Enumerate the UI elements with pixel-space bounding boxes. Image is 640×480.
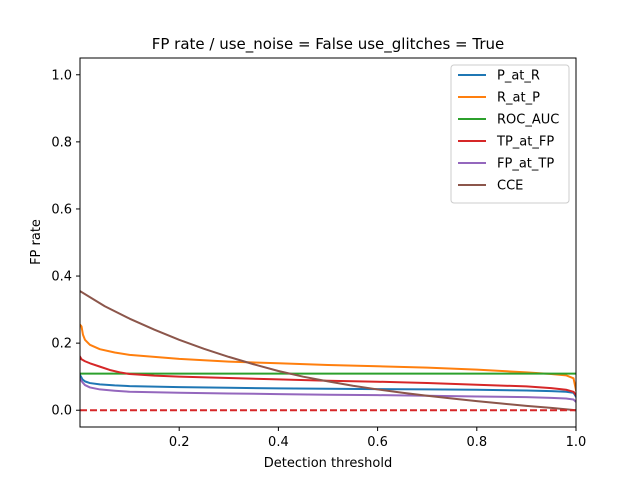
legend-label-fp-at-tp: FP_at_TP [497,157,554,172]
y-tick-label: 0.4 [51,270,72,285]
x-tick-label: 1.0 [566,435,587,450]
legend-box [450,64,570,204]
legend-label-tp-at-fp: TP_at_FP [496,135,554,150]
y-tick-label: 0.6 [51,202,72,217]
x-tick-label: 0.8 [466,435,487,450]
y-tick-label: 1.0 [51,68,72,83]
legend: P_at_R R_at_P ROC_AUC TP_at_FP FP_at_TP CCE [450,64,570,204]
x-tick-label: 0.2 [169,435,190,450]
plot-frame [79,57,577,428]
legend-label-roc-auc: ROC_AUC [497,113,559,128]
series-line-cce [80,289,576,412]
y-tick-label: 0.2 [51,337,72,352]
chart-title: FP rate / use_noise = False use_glitches… [152,35,505,54]
y-tick-label: 0.0 [51,404,72,419]
series-line-fp-at-tp [80,376,576,404]
series-lines [80,289,576,412]
x-tick-label: 0.6 [367,435,388,450]
legend-label-p-at-r: P_at_R [497,69,540,84]
legend-label-cce: CCE [497,179,523,194]
series-line-tp-at-fp [80,355,576,397]
x-tick-label: 0.4 [268,435,289,450]
x-axis-label: Detection threshold [264,456,393,471]
legend-label-r-at-p: R_at_P [497,91,540,106]
y-tick-label: 0.8 [51,135,72,150]
y-axis-label: FP rate [29,219,44,265]
series-line-p-at-r [80,373,576,399]
axes: 0.2 0.4 0.6 0.8 1.0 0.0 0.2 0.4 0.6 0.8 1.0 [51,57,587,450]
plot-area [80,289,576,412]
